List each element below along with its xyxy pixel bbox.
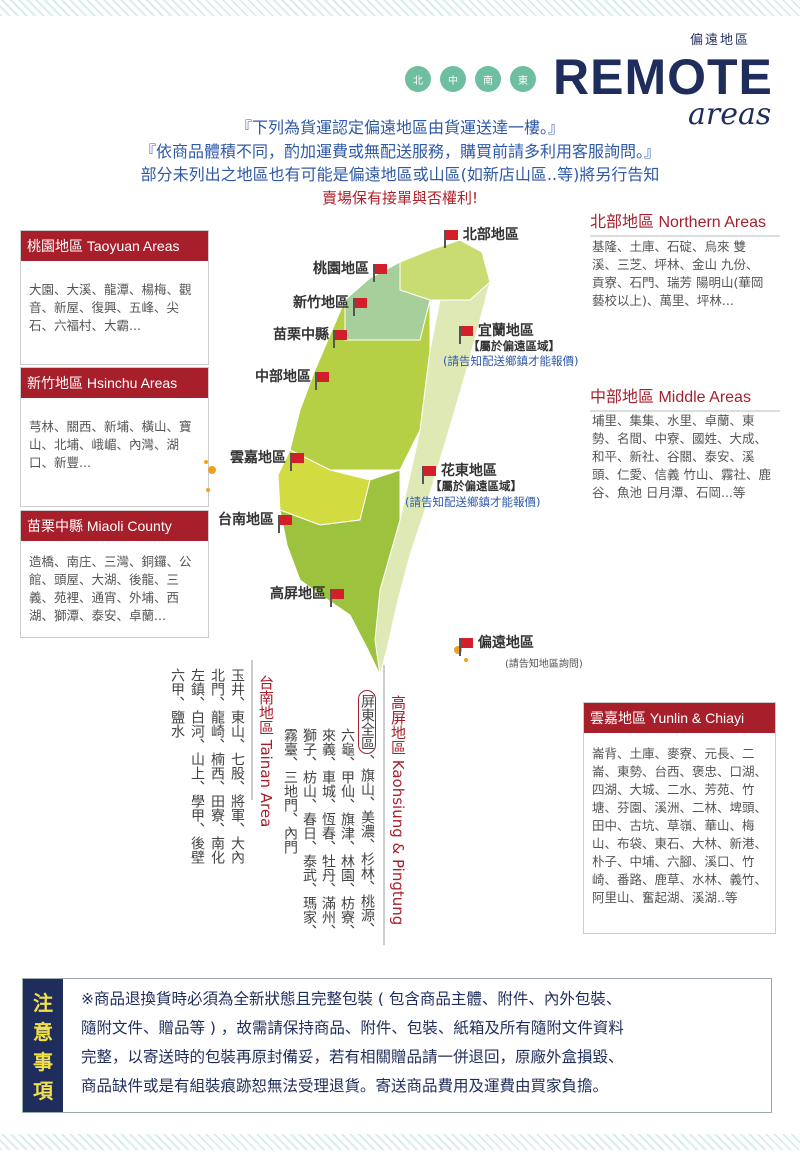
yilan-ask: (請告知配送鄉鎮才能報價) [443, 354, 579, 368]
map-north-region [399, 239, 491, 301]
yunlin-box: 雲嘉地區 Yunlin & Chiayi 崙背、土庫、麥寮、元長、二崙、東勢、台… [583, 702, 776, 934]
flag-icon [459, 326, 473, 344]
flag-icon [373, 264, 387, 282]
flag-icon [444, 230, 458, 248]
intro-line: 『依商品體積不同，酌加運費或無配送服務，購買前請多利用客服詢問。』 [139, 142, 660, 161]
tainan-col: 北門、龍崎、楠西、田寮、南化 [209, 668, 225, 864]
notice-text: ※商品退換貨時必須為全新狀態且完整包裝 ( 包含商品主體、附件、內外包裝、 隨附文… [81, 990, 624, 1095]
header-title: REMOTE [553, 49, 773, 105]
remote-ask: (請告知地區詢問) [505, 659, 583, 670]
yilan-note: 【屬於偏遠區域】 [468, 339, 560, 353]
kaohsiung-col: 獅子、枋山、春日、泰武、瑪家、 [301, 728, 317, 938]
map-label-huadong: 花東地區 [418, 460, 497, 484]
flag-icon [353, 298, 367, 316]
taoyuan-box: 桃園地區 Taoyuan Areas 大園、大溪、龍潭、楊梅、觀音、新屋、復興、… [20, 230, 209, 365]
flag-icon [278, 515, 292, 533]
map-label-gaoping: 高屏地區 [270, 583, 344, 607]
intro-line: 『下列為貨運認定偏遠地區由貨運送達一樓。』 [235, 118, 564, 137]
kaohsiung-col: 來義、車城、恆春、牡丹、滿州、 [320, 728, 336, 938]
taoyuan-list: 大園、大溪、龍潭、楊梅、觀音、新屋、復興、五峰、尖石、六福村、大霸... [29, 282, 192, 333]
circle-middle: 中 [440, 66, 466, 92]
yunlin-title: 雲嘉地區 Yunlin & Chiayi [584, 703, 775, 733]
map-label-middle: 中部地區 [255, 366, 329, 390]
map-label-north: 北部地區 [440, 224, 519, 248]
circle-south: 南 [475, 66, 501, 92]
flag-icon [422, 466, 436, 484]
flag-icon [330, 589, 344, 607]
north-list: 基隆、土庫、石碇、烏來 雙溪、三芝、坪林、金山 九份、貢寮、石門、瑞芳 陽明山(… [592, 239, 764, 308]
map-label-tainan: 台南地區 [218, 509, 292, 533]
header-subtitle: 偏遠地區 [690, 33, 751, 48]
kaohsiung-col: 屏東全區、旗山、美濃、杉林、桃源、 [358, 690, 376, 936]
intro-line: 部分未列出之地區也有可能是偏遠地區或山區(如新店山區..等)將另行告知 [140, 165, 660, 184]
map-label-hsinchu: 新竹地區 [293, 292, 367, 316]
bottom-pattern-band [0, 1134, 800, 1150]
flag-icon [333, 330, 347, 348]
miaoli-box: 苗栗中縣 Miaoli County 造橋、南庄、三灣、銅鑼、公館、頭屋、大湖、… [20, 510, 209, 638]
flag-icon [290, 453, 304, 471]
pingtung-all-circled: 屏東全區 [358, 690, 376, 754]
taoyuan-title: 桃園地區 Taoyuan Areas [21, 231, 208, 261]
map-label-miaoli: 苗栗中縣 [273, 324, 347, 348]
miaoli-list: 造橋、南庄、三灣、銅鑼、公館、頭屋、大湖、後龍、三義、苑裡、通宵、外埔、西湖、獅… [29, 554, 192, 623]
map-south-region [279, 469, 401, 676]
map-label-yunjia: 雲嘉地區 [230, 447, 304, 471]
yunlin-list: 崙背、土庫、麥寮、元長、二崙、東勢、台西、褒忠、口湖、四湖、大城、二水、芳苑、竹… [592, 746, 768, 905]
tainan-col: 六甲、鹽水 [169, 668, 185, 738]
tainan-col: 左鎮、白河、山上、學甲、後壁 [189, 668, 205, 864]
miaoli-title: 苗栗中縣 Miaoli County [21, 511, 208, 541]
tainan-title: 台南地區 Tainan Area [257, 675, 275, 828]
kaohsiung-col: 霧臺、三地門、內門 [282, 728, 298, 854]
circle-east: 東 [510, 66, 536, 92]
hsinchu-title: 新竹地區 Hsinchu Areas [21, 368, 208, 398]
map-label-yilan: 宜蘭地區 [455, 320, 534, 344]
map-label-remote: 偏遠地區 [455, 632, 534, 656]
map-label-taoyuan: 桃園地區 [313, 258, 387, 282]
north-title: 北部地區 Northern Areas [590, 208, 780, 237]
divider [383, 665, 385, 945]
kaohsiung-col: 六龜、甲仙、旗津、林園、枋寮、 [339, 728, 355, 938]
notice-box: 注意事項 ※商品退換貨時必須為全新狀態且完整包裝 ( 包含商品主體、附件、內外包… [22, 978, 772, 1113]
hsinchu-list: 芎林、關西、新埔、橫山、寶山、北埔、峨嵋、內灣、湖口、新豐... [29, 419, 192, 470]
notice-label: 注意事項 [23, 979, 63, 1112]
circle-north: 北 [405, 66, 431, 92]
map-taoyuan-hsinchu-region [344, 261, 431, 341]
middle-list: 埔里、集集、水里、卓蘭、東勢、名間、中寮、國姓、大成、和平、新社、谷關、泰安、溪… [592, 413, 771, 500]
tainan-col: 玉井、東山、七股、將軍、大內 [229, 668, 245, 864]
hsinchu-box: 新竹地區 Hsinchu Areas 芎林、關西、新埔、橫山、寶山、北埔、峨嵋、… [20, 367, 209, 507]
divider [251, 660, 253, 800]
huadong-ask: (請告知配送鄉鎮才能報價) [405, 495, 541, 509]
flag-icon [459, 638, 473, 656]
top-pattern-band [0, 0, 800, 16]
huadong-note: 【屬於偏遠區域】 [430, 479, 522, 493]
kaohsiung-title: 高屏地區 Kaohsiung & Pingtung [389, 695, 407, 926]
middle-title: 中部地區 Middle Areas [590, 383, 780, 412]
taiwan-map [204, 239, 491, 677]
intro-warning: 賣場保有接單與否權利! [321, 189, 478, 207]
flag-icon [315, 372, 329, 390]
map-east-region [359, 239, 491, 677]
header-script: areas [688, 97, 772, 132]
